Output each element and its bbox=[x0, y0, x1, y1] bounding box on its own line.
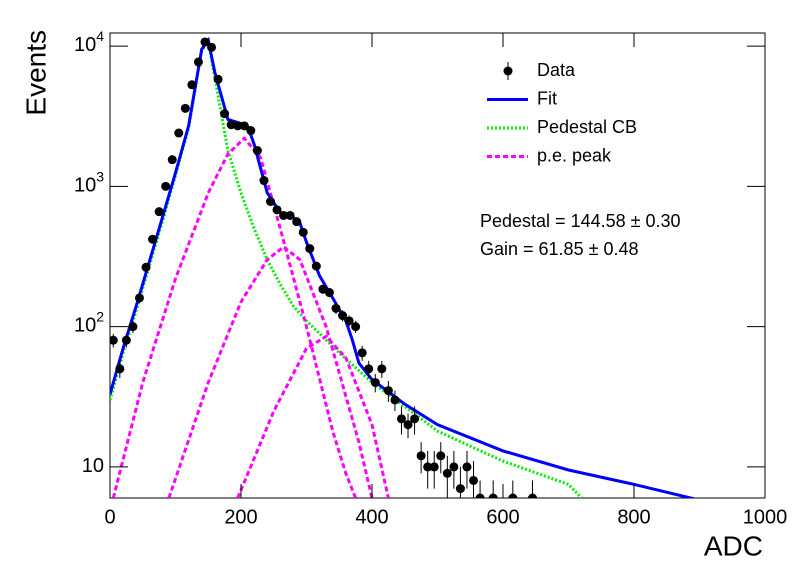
data-point bbox=[265, 196, 275, 206]
data-point bbox=[220, 109, 230, 119]
data-point bbox=[200, 37, 210, 47]
data-point bbox=[370, 377, 380, 387]
legend-label: p.e. peak bbox=[537, 145, 612, 165]
y-tick-label: 104 bbox=[74, 28, 104, 57]
data-point bbox=[174, 128, 184, 138]
data-point bbox=[527, 493, 537, 498]
data-point bbox=[469, 475, 479, 485]
y-tick-label: 102 bbox=[74, 308, 104, 337]
x-tick-label: 600 bbox=[486, 506, 519, 528]
data-point bbox=[252, 146, 262, 156]
data-point bbox=[148, 234, 158, 244]
data-point bbox=[344, 316, 354, 326]
data-point bbox=[207, 42, 217, 52]
data-point bbox=[161, 181, 171, 191]
data-point bbox=[272, 205, 282, 215]
x-axis-label: ADC bbox=[704, 530, 763, 561]
annotation: Pedestal = 144.58 ± 0.30 bbox=[480, 211, 681, 231]
data-point bbox=[364, 364, 374, 374]
x-tick-label: 800 bbox=[617, 506, 650, 528]
data-point bbox=[357, 348, 367, 358]
data-point bbox=[488, 493, 498, 498]
data-point bbox=[141, 262, 151, 272]
curve bbox=[110, 36, 698, 498]
curve bbox=[111, 136, 357, 498]
legend-label: Data bbox=[537, 60, 576, 80]
data-point bbox=[383, 386, 393, 396]
x-tick-label: 400 bbox=[355, 506, 388, 528]
data-point bbox=[292, 217, 302, 227]
x-tick-label: 1000 bbox=[743, 506, 788, 528]
curve bbox=[110, 37, 583, 498]
data-point bbox=[311, 261, 321, 271]
annotation: Gain = 61.85 ± 0.48 bbox=[480, 239, 639, 259]
curve bbox=[167, 244, 374, 498]
x-tick-label: 200 bbox=[224, 506, 257, 528]
data-point bbox=[180, 103, 190, 113]
y-tick-label: 10 bbox=[82, 455, 104, 477]
data-point bbox=[475, 493, 485, 498]
data-point bbox=[167, 155, 177, 165]
data-point bbox=[134, 293, 144, 303]
curve bbox=[236, 334, 390, 498]
y-axis-label: Events bbox=[20, 30, 51, 116]
data-point bbox=[279, 210, 289, 220]
frame bbox=[109, 32, 766, 499]
data-point bbox=[331, 303, 341, 313]
data-point bbox=[416, 451, 426, 461]
data-point bbox=[449, 462, 459, 472]
data-point bbox=[154, 207, 164, 217]
data-point bbox=[233, 121, 243, 131]
data-point bbox=[239, 121, 249, 131]
data-point bbox=[455, 484, 465, 494]
data-point bbox=[338, 311, 348, 321]
data-point bbox=[128, 322, 138, 332]
data-point bbox=[246, 126, 256, 136]
data-point bbox=[121, 335, 131, 345]
data-point bbox=[193, 57, 203, 67]
data-point bbox=[462, 462, 472, 472]
data-point bbox=[442, 468, 452, 478]
data-point bbox=[396, 414, 406, 424]
data-point bbox=[429, 462, 439, 472]
data-point bbox=[403, 420, 413, 430]
data-point bbox=[436, 451, 446, 461]
plot-area bbox=[110, 36, 698, 498]
data-point bbox=[410, 414, 420, 424]
data-point bbox=[213, 74, 223, 84]
data-point bbox=[324, 288, 334, 298]
x-tick-label: 0 bbox=[104, 506, 115, 528]
data-point bbox=[390, 395, 400, 405]
legend-label: Fit bbox=[537, 88, 557, 108]
data-point bbox=[305, 244, 315, 254]
data-point bbox=[115, 364, 125, 374]
data-point bbox=[423, 462, 433, 472]
data-point bbox=[298, 227, 308, 237]
data-point bbox=[259, 176, 269, 186]
data-point bbox=[508, 493, 518, 498]
data-point bbox=[377, 364, 387, 374]
data-point bbox=[110, 335, 118, 345]
y-tick-label: 103 bbox=[74, 168, 104, 197]
data-point bbox=[285, 210, 295, 220]
legend-marker bbox=[503, 66, 513, 76]
data-point bbox=[187, 80, 197, 90]
legend-label: Pedestal CB bbox=[537, 117, 637, 137]
data-point bbox=[351, 322, 361, 332]
